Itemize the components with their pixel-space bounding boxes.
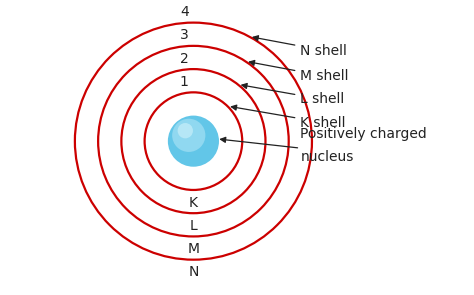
Text: M: M [187,242,200,256]
Text: 1: 1 [180,75,189,89]
Text: 2: 2 [180,52,189,65]
Text: L: L [190,219,197,233]
Text: N: N [188,266,199,279]
Text: L shell: L shell [242,83,345,106]
Text: 3: 3 [180,28,189,42]
Text: M shell: M shell [249,60,349,83]
Text: Positively charged: Positively charged [301,127,427,141]
Circle shape [168,116,219,167]
Text: K: K [189,196,198,210]
Text: 4: 4 [180,5,189,19]
Text: N shell: N shell [253,36,347,58]
Text: K shell: K shell [231,105,346,130]
Circle shape [172,119,205,152]
Circle shape [178,123,193,138]
Text: nucleus: nucleus [301,150,354,164]
